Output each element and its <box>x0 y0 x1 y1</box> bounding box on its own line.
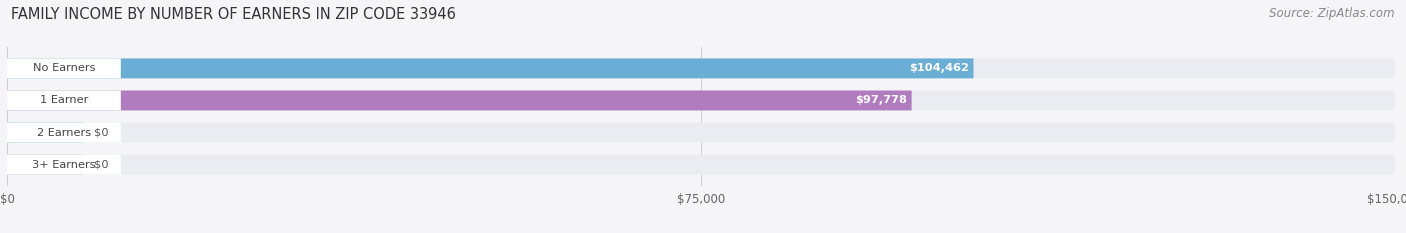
Text: 3+ Earners: 3+ Earners <box>32 160 96 170</box>
Text: No Earners: No Earners <box>32 63 96 73</box>
FancyBboxPatch shape <box>7 58 973 78</box>
FancyBboxPatch shape <box>7 91 1395 110</box>
Text: $0: $0 <box>94 127 110 137</box>
Text: 1 Earner: 1 Earner <box>39 96 89 106</box>
Text: $104,462: $104,462 <box>910 63 969 73</box>
Text: FAMILY INCOME BY NUMBER OF EARNERS IN ZIP CODE 33946: FAMILY INCOME BY NUMBER OF EARNERS IN ZI… <box>11 7 456 22</box>
FancyBboxPatch shape <box>7 58 121 78</box>
FancyBboxPatch shape <box>7 155 121 175</box>
Text: Source: ZipAtlas.com: Source: ZipAtlas.com <box>1270 7 1395 20</box>
FancyBboxPatch shape <box>7 123 83 142</box>
FancyBboxPatch shape <box>7 123 1395 142</box>
FancyBboxPatch shape <box>7 155 83 175</box>
Text: $0: $0 <box>94 160 110 170</box>
FancyBboxPatch shape <box>7 58 1395 78</box>
FancyBboxPatch shape <box>7 155 1395 175</box>
Text: $97,778: $97,778 <box>856 96 907 106</box>
Text: 2 Earners: 2 Earners <box>37 127 91 137</box>
FancyBboxPatch shape <box>7 91 121 110</box>
FancyBboxPatch shape <box>7 123 121 142</box>
FancyBboxPatch shape <box>7 91 911 110</box>
